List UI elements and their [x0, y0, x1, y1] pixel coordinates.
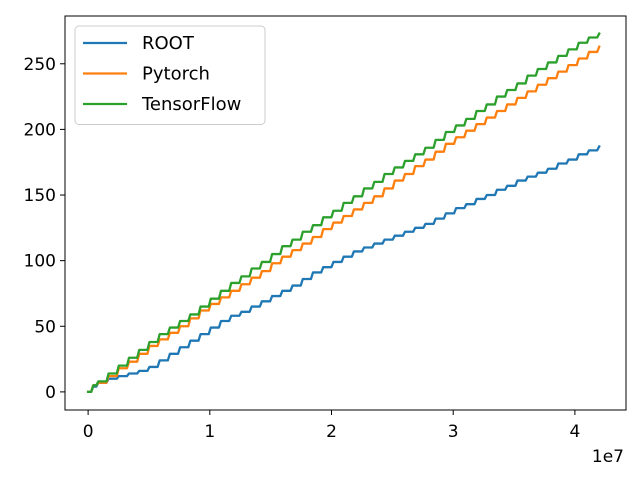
series-line-root [86, 144, 601, 394]
y-tick-label: 100 [24, 252, 56, 272]
x-tick-label: 3 [448, 422, 459, 442]
x-tick-label: 1 [204, 422, 215, 442]
series-line-pytorch [86, 45, 601, 394]
legend-label-tensorflow: TensorFlow [141, 94, 241, 115]
y-tick-label: 200 [24, 120, 56, 140]
legend-label-pytorch: Pytorch [142, 64, 210, 85]
y-tick-label: 250 [24, 55, 56, 75]
legend-box [74, 25, 266, 125]
x-tick-label: 2 [326, 422, 337, 442]
y-tick-label: 150 [24, 186, 56, 206]
y-axis: 0 50 100 150 200 250 [24, 55, 65, 403]
x-tick-label: 4 [569, 422, 580, 442]
plot-frame [64, 15, 627, 411]
y-tick-label: 0 [45, 383, 56, 403]
legend: ROOT Pytorch TensorFlow [74, 25, 266, 125]
x-offset-label: 1e7 [592, 447, 624, 467]
y-tick-label: 50 [34, 317, 56, 337]
legend-label-root: ROOT [142, 33, 195, 54]
x-tick-label: 0 [83, 422, 94, 442]
series-layer [86, 32, 601, 394]
x-axis: 0 1 2 3 4 [83, 410, 580, 442]
series-line-tensorflow [86, 32, 601, 394]
